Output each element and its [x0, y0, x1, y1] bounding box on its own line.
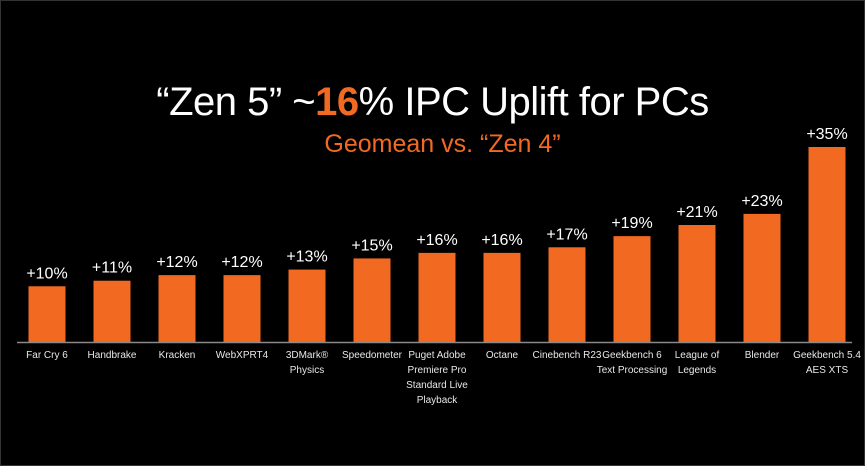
x-tick-label: Blender: [745, 350, 780, 361]
data-label: +21%: [676, 204, 717, 221]
data-label: +12%: [221, 254, 262, 271]
x-tick-label: Kracken: [159, 350, 196, 361]
x-tick-label-line: Speedometer: [342, 350, 403, 361]
bar: [613, 236, 651, 342]
x-tick-label: Geekbench 6 Text Processing: [597, 350, 668, 376]
x-tick-label: Puget Adobe Premiere Pro Standard Live Play…: [406, 350, 468, 406]
x-tick-label: Speedometer: [342, 350, 403, 361]
x-tick-label-line: Kracken: [159, 350, 196, 361]
bar: [158, 275, 196, 342]
data-label: +15%: [351, 237, 392, 254]
chart-title: “Zen 5” ~16% IPC Uplift for PCs: [0, 80, 865, 125]
bar: [353, 258, 391, 342]
data-label: +16%: [416, 232, 457, 249]
x-tick-label-line: Legends: [678, 365, 716, 376]
title-prefix: “Zen 5” ~: [156, 80, 316, 124]
data-label: +17%: [546, 226, 587, 243]
bar: [808, 147, 846, 342]
data-label: +12%: [156, 254, 197, 271]
x-tick-label: Octane: [486, 350, 519, 361]
x-tick-label: Geekbench 5.4 AES XTS: [793, 350, 861, 376]
x-tick-label-line: Geekbench 5.4: [793, 350, 861, 361]
x-tick-label: WebXPRT4: [216, 350, 269, 361]
data-label: +23%: [741, 193, 782, 210]
x-tick-label-line: Handbrake: [88, 350, 137, 361]
data-label: +13%: [286, 249, 327, 266]
bar: [28, 286, 66, 342]
bar: [548, 247, 586, 342]
x-tick-label-line: Premiere Pro: [408, 365, 467, 376]
x-tick-label: League of Legends: [675, 350, 720, 376]
bar: [288, 269, 326, 342]
bar: [223, 275, 261, 342]
title-suffix: % IPC Uplift for PCs: [358, 80, 710, 124]
x-tick-label-line: Standard Live: [406, 380, 468, 391]
x-tick-label: Cinebench R23: [533, 350, 602, 361]
data-label: +16%: [481, 232, 522, 249]
data-label: +19%: [611, 215, 652, 232]
x-tick-label-line: AES XTS: [806, 365, 849, 376]
data-label: +11%: [92, 260, 132, 277]
bar: [93, 280, 131, 342]
x-tick-label: Far Cry 6: [26, 350, 68, 361]
x-tick-label-line: Blender: [745, 350, 780, 361]
bar: [678, 225, 716, 342]
data-label: +35%: [806, 126, 847, 143]
x-tick-label-line: Far Cry 6: [26, 350, 68, 361]
bar: [418, 252, 456, 342]
x-tick-label: Handbrake: [88, 350, 137, 361]
bar: [743, 213, 781, 342]
chart-subtitle: Geomean vs. “Zen 4”: [324, 130, 561, 158]
x-tick-label-line: Playback: [417, 395, 459, 406]
x-tick-label-line: Physics: [290, 365, 324, 376]
bar: [483, 252, 521, 342]
x-tick-label-line: Octane: [486, 350, 519, 361]
x-tick-label-line: Cinebench R23: [533, 350, 602, 361]
x-tick-label-line: Puget Adobe: [408, 350, 466, 361]
x-tick-label-line: Text Processing: [597, 365, 668, 376]
data-label: +10%: [26, 265, 67, 282]
title-highlight: 16: [315, 80, 359, 124]
x-tick-label-line: Geekbench 6: [602, 350, 662, 361]
x-tick-label-line: WebXPRT4: [216, 350, 269, 361]
x-tick-label-line: 3DMark®: [286, 350, 329, 361]
x-tick-label: 3DMark® Physics: [286, 350, 329, 376]
x-tick-label-line: League of: [675, 350, 720, 361]
